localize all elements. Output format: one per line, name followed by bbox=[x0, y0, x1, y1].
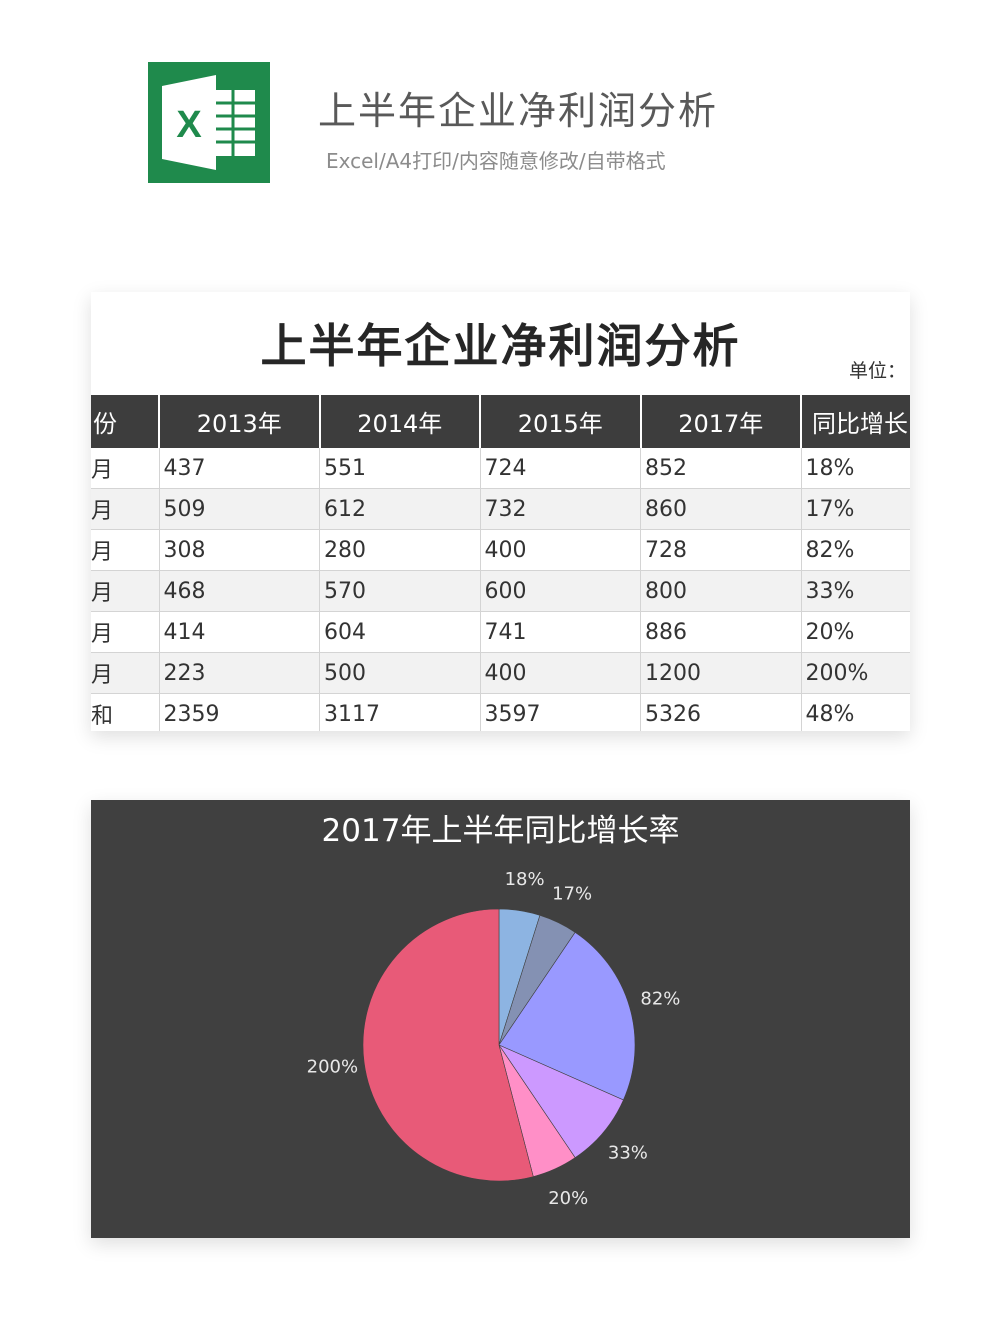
column-header[interactable]: 2017年 bbox=[640, 395, 802, 448]
table-row: 和 2359 3117 3597 5326 48% bbox=[91, 693, 910, 731]
table-cell[interactable]: 和 bbox=[91, 693, 160, 731]
table-cell[interactable]: 551 bbox=[319, 448, 481, 489]
table-cell[interactable]: 280 bbox=[319, 529, 481, 571]
table-row: 月 414 604 741 886 20% bbox=[91, 611, 910, 653]
chart-card: 2017年上半年同比增长率 18% 17% 82% 33% 20% 200% bbox=[91, 800, 910, 1238]
pie-slices bbox=[362, 908, 636, 1182]
pie-slice-label: 33% bbox=[608, 1143, 648, 1164]
table-cell[interactable]: 3597 bbox=[480, 693, 641, 731]
table-cell[interactable]: 月 bbox=[91, 488, 160, 530]
table-cell[interactable]: 728 bbox=[640, 529, 802, 571]
table-cell[interactable]: 月 bbox=[91, 652, 160, 694]
table-cell[interactable]: 437 bbox=[159, 448, 320, 489]
table-body: 月 437 551 724 852 18% 月 509 612 732 860 17% 月 308 280 4… bbox=[91, 448, 910, 731]
table-cell[interactable]: 414 bbox=[159, 611, 320, 653]
chart-title: 2017年上半年同比增长率 bbox=[322, 813, 680, 849]
table-cell[interactable]: 308 bbox=[159, 529, 320, 571]
table-cell[interactable]: 17% bbox=[801, 488, 910, 530]
table-cell[interactable]: 月 bbox=[91, 570, 160, 612]
sheet-card: 上半年企业净利润分析 单位： 份 2013年 2014年 2015年 2017年 同比增长… bbox=[91, 292, 910, 731]
table-cell[interactable]: 1200 bbox=[640, 652, 802, 694]
column-header[interactable]: 2015年 bbox=[480, 395, 642, 448]
table-row: 月 308 280 400 728 82% bbox=[91, 529, 910, 571]
pie-slice-label: 18% bbox=[505, 869, 545, 890]
table-cell[interactable]: 48% bbox=[801, 693, 910, 731]
table-header-row: 份 2013年 2014年 2015年 2017年 同比增长 bbox=[91, 395, 910, 448]
pie-slice-label: 82% bbox=[640, 989, 680, 1010]
table-cell[interactable]: 2359 bbox=[159, 693, 320, 731]
table-cell[interactable]: 400 bbox=[480, 529, 641, 571]
column-header[interactable]: 2013年 bbox=[159, 395, 321, 448]
table-cell[interactable]: 223 bbox=[159, 652, 320, 694]
excel-logo: X bbox=[148, 62, 270, 183]
pie-labels: 18% 17% 82% 33% 20% 200% bbox=[307, 869, 681, 1209]
excel-logo-letter: X bbox=[176, 104, 202, 146]
data-table: 份 2013年 2014年 2015年 2017年 同比增长 月 437 551 724 852 1… bbox=[91, 395, 910, 731]
unit-label: 单位： bbox=[849, 360, 907, 382]
table-cell[interactable]: 82% bbox=[801, 529, 910, 571]
table-cell[interactable]: 860 bbox=[640, 488, 802, 530]
table-cell[interactable]: 468 bbox=[159, 570, 320, 612]
page-title: 上半年企业净利润分析 bbox=[318, 89, 719, 133]
table-cell[interactable]: 20% bbox=[801, 611, 910, 653]
table-cell[interactable]: 18% bbox=[801, 448, 910, 489]
table-cell[interactable]: 月 bbox=[91, 529, 160, 571]
table-row: 月 437 551 724 852 18% bbox=[91, 448, 910, 489]
table-cell[interactable]: 612 bbox=[319, 488, 481, 530]
table-cell[interactable]: 852 bbox=[640, 448, 802, 489]
sheet-title: 上半年企业净利润分析 bbox=[260, 319, 741, 373]
pie-slice-label: 20% bbox=[548, 1188, 588, 1209]
page-subtitle: Excel/A4打印/内容随意修改/自带格式 bbox=[326, 149, 666, 173]
column-header[interactable]: 同比增长 bbox=[801, 395, 910, 448]
table-row: 月 509 612 732 860 17% bbox=[91, 488, 910, 530]
pie-slice[interactable] bbox=[498, 931, 636, 1101]
table-cell[interactable]: 509 bbox=[159, 488, 320, 530]
table-row: 月 468 570 600 800 33% bbox=[91, 570, 910, 612]
table-cell[interactable]: 800 bbox=[640, 570, 802, 612]
column-header[interactable]: 份 bbox=[91, 395, 160, 448]
table-cell[interactable]: 500 bbox=[319, 652, 481, 694]
pie-slice[interactable] bbox=[362, 908, 534, 1182]
table-cell[interactable]: 604 bbox=[319, 611, 481, 653]
column-header[interactable]: 2014年 bbox=[319, 395, 481, 448]
table-cell[interactable]: 月 bbox=[91, 611, 160, 653]
table-cell[interactable]: 886 bbox=[640, 611, 802, 653]
table-cell[interactable]: 月 bbox=[91, 448, 160, 489]
table-cell[interactable]: 33% bbox=[801, 570, 910, 612]
table-cell[interactable]: 5326 bbox=[640, 693, 802, 731]
table-cell[interactable]: 724 bbox=[480, 448, 641, 489]
table-cell[interactable]: 741 bbox=[480, 611, 641, 653]
table-cell[interactable]: 400 bbox=[480, 652, 641, 694]
pie-slice-label: 200% bbox=[307, 1056, 358, 1077]
table-cell[interactable]: 600 bbox=[480, 570, 641, 612]
table-cell[interactable]: 570 bbox=[319, 570, 481, 612]
pie-chart: 2017年上半年同比增长率 18% 17% 82% 33% 20% 200% bbox=[307, 813, 681, 1209]
table-cell[interactable]: 200% bbox=[801, 652, 910, 694]
table-cell[interactable]: 3117 bbox=[319, 693, 481, 731]
table-row: 月 223 500 400 1200 200% bbox=[91, 652, 910, 694]
pie-slice-label: 17% bbox=[552, 884, 592, 905]
excel-logo-page bbox=[162, 75, 216, 170]
table-cell[interactable]: 732 bbox=[480, 488, 641, 530]
